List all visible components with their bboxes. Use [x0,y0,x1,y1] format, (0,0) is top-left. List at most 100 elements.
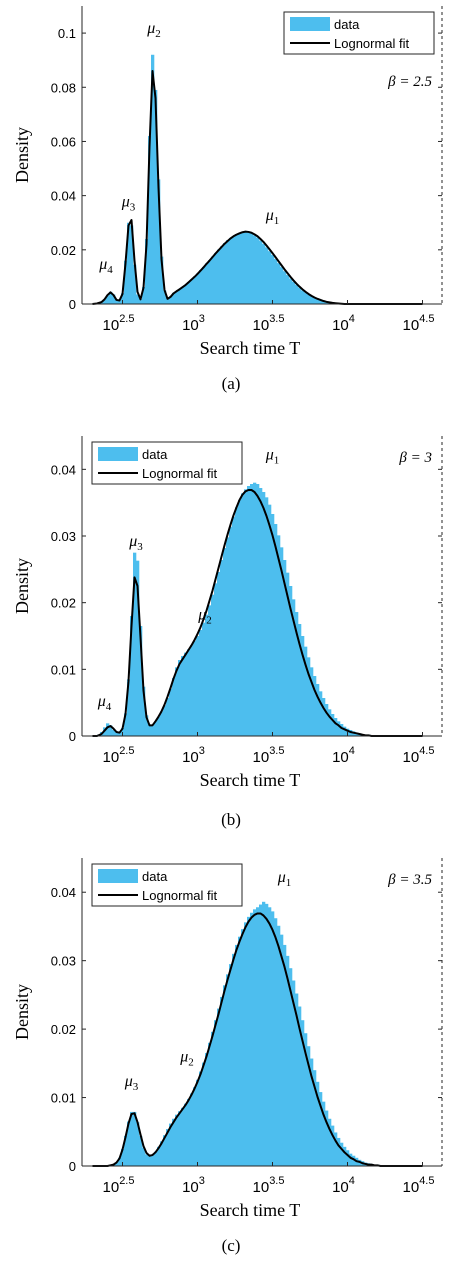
histogram-bar [136,1122,140,1166]
x-tick-label: 104.5 [403,745,435,766]
x-tick-label: 103.5 [253,745,285,766]
peak-label-mu1: μ1 [277,869,292,889]
peak-label-mu4: μ4 [98,256,113,276]
histogram-bar [295,612,299,736]
histogram-bar [217,1008,221,1166]
histogram-bar [223,243,227,304]
x-tick-exponent: 3.5 [269,1175,284,1187]
histogram-bar [235,944,239,1166]
histogram-bar [199,270,203,304]
histogram-bar [205,263,209,304]
x-tick-exponent: 4.5 [419,1175,434,1187]
histogram-bar [313,1070,317,1166]
y-tick-label: 0.04 [51,462,76,477]
histogram-bar [169,688,173,736]
histogram-bar [298,1006,302,1166]
peak-label-subscript: 3 [137,541,143,553]
histogram-bar [244,231,248,304]
histogram-bar [271,911,275,1166]
histogram-bar [247,916,251,1166]
histogram-bar [133,552,137,736]
peak-label-mu2: μ2 [197,606,212,626]
legend: data Lognormal fit [91,863,243,907]
histogram-bar [298,624,302,736]
histogram-bar [217,572,221,736]
x-tick-label: 102.5 [103,745,135,766]
histogram-bar [226,537,230,736]
x-tick-exponent: 4.5 [419,313,434,325]
histogram-bar [145,715,149,736]
y-tick-label: 0.02 [51,596,76,611]
y-tick-label: 0.02 [51,243,76,258]
histogram-bar [133,264,137,304]
peak-label-subscript: 4 [106,701,112,713]
histogram-bar [328,709,332,736]
x-tick-exponent: 3.5 [269,745,284,757]
histogram-bar [175,290,179,304]
histogram-bar [328,1118,332,1166]
histogram-bar [211,1031,215,1166]
x-tick-base: 10 [182,749,199,766]
x-tick-exponent: 4 [349,313,355,325]
histogram-bar [157,716,161,736]
histogram-bar [304,1033,308,1166]
histogram-bar [247,232,251,304]
histogram-bar [130,616,134,736]
histogram-bar [286,955,290,1166]
x-tick-base: 10 [332,1179,349,1196]
histogram-bar [337,1137,341,1166]
peak-label-subscript: 4 [107,264,113,276]
histogram-bar [169,1123,173,1166]
legend-swatch-data [290,17,330,31]
histogram-bar [202,622,206,736]
histogram-bar [307,294,311,304]
histogram-bar [142,286,146,304]
fit-line [92,912,423,1167]
x-tick-exponent: 2.5 [119,745,134,757]
histogram-bar [319,299,323,304]
histogram-bar [340,724,344,736]
histogram-bar [298,287,302,304]
histogram-bar [310,1058,314,1166]
x-tick-exponent: 2.5 [119,1175,134,1187]
histogram-bar [286,275,290,304]
histogram-bar [232,953,236,1166]
histogram-bar [304,292,308,304]
histogram-bar [193,1087,197,1166]
histogram-bar [313,297,317,304]
histogram-bar [118,732,122,736]
histogram-bar [313,676,317,736]
histogram-bar [319,691,323,736]
histogram-bar [283,944,287,1166]
histogram-bar [289,278,293,304]
histogram-bar [130,225,134,304]
x-tick-label: 104.5 [403,1175,435,1196]
histogram-bar [178,1111,182,1166]
x-tick-exponent: 3 [199,1175,205,1187]
histogram-bar [253,235,257,304]
histogram-bar [337,721,341,736]
legend-label-fit: Lognormal fit [142,888,218,903]
histogram-bar [343,1146,347,1166]
histogram-bar [253,909,257,1166]
histogram-bar [253,482,257,736]
histogram-bar [271,514,275,736]
histogram-bar [127,679,131,736]
histogram-bar [307,657,311,736]
histogram-bar [106,295,110,304]
histogram-bar [277,925,281,1166]
peak-label-symbol: μ [124,1073,133,1090]
x-tick-label: 102.5 [103,1175,135,1196]
peak-label-symbol: μ [265,446,274,463]
x-tick-base: 10 [103,317,120,334]
histogram-bar [238,233,242,304]
x-tick-base: 10 [253,1179,270,1196]
histogram-bar [292,980,296,1166]
x-tick-label: 103 [182,1175,205,1196]
legend-label-data: data [142,869,168,884]
histogram-bar [181,656,185,736]
x-tick-base: 10 [253,749,270,766]
